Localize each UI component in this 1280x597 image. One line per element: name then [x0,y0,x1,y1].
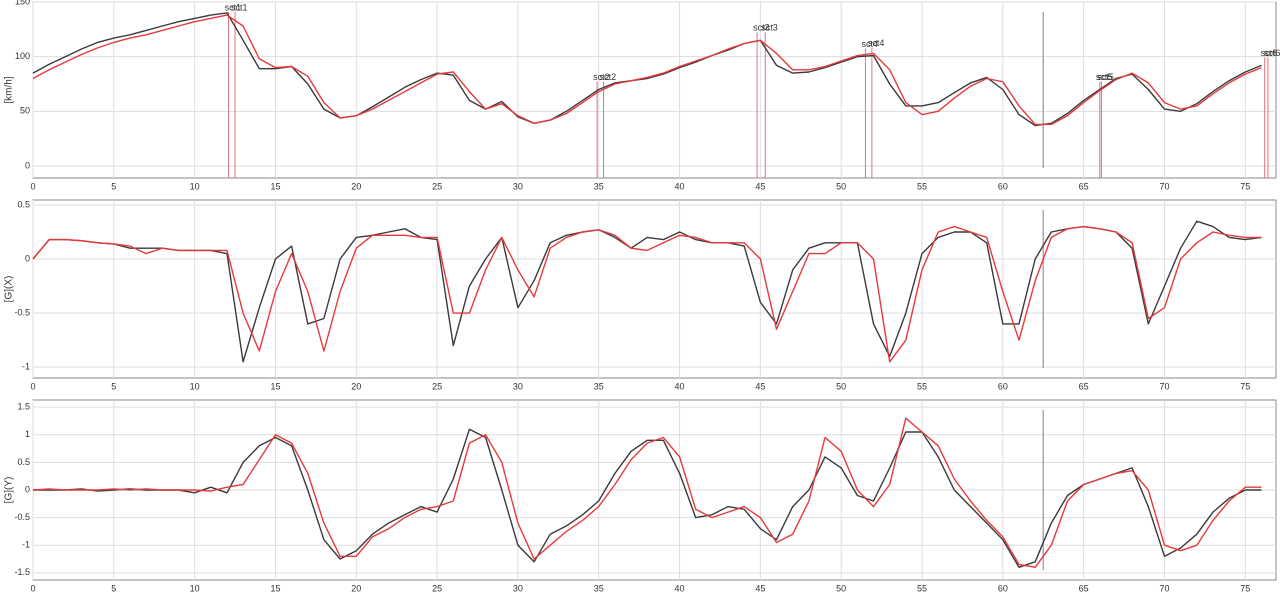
plot-area [32,1,1277,179]
x-tick-label: 70 [1159,381,1169,391]
chart-panel: 0 5 10 15 20 25 30 35 40 45 50 55 60 65 70 75-1.5-1-0.5… [4,399,1277,593]
x-tick-label: 50 [836,181,846,191]
y-tick-label: -0.5 [14,512,30,522]
marker-label: sct1 [225,2,242,12]
y-tick-label: -1 [22,540,30,550]
y-tick-label: 150 [15,0,30,6]
x-tick-label: 25 [432,181,442,191]
x-tick-label: 0 [30,583,35,593]
y-tick-label: 0 [25,160,30,170]
data-line [32,225,1262,363]
marker-label: sct3 [753,23,770,33]
x-tick-label: 75 [1240,381,1250,391]
x-tick-label: 25 [432,381,442,391]
x-tick-label: 60 [998,181,1008,191]
x-tick-label: 45 [755,181,765,191]
x-tick-label: 45 [755,583,765,593]
y-tick-label: 0.5 [17,199,30,209]
x-tick-label: 75 [1240,181,1250,191]
marker-label: sct6 [1264,48,1280,58]
x-tick-label: 20 [351,381,361,391]
x-tick-label: 35 [594,381,604,391]
x-tick-label: 20 [351,583,361,593]
x-tick-label: 40 [675,381,685,391]
x-tick-label: 40 [675,583,685,593]
x-tick-label: 25 [432,583,442,593]
y-tick-label: -0.5 [14,307,30,317]
x-tick-label: 10 [190,583,200,593]
y-axis-label: [G](X) [4,276,15,303]
data-line [32,417,1262,568]
x-tick-label: 15 [270,181,280,191]
x-tick-label: 75 [1240,583,1250,593]
y-axis-label: [km/h] [4,76,15,103]
marker-label: sct5 [1097,72,1114,82]
x-tick-label: 55 [917,381,927,391]
y-tick-label: 0 [25,484,30,494]
y-tick-label: 1 [25,429,30,439]
x-tick-label: 65 [1079,181,1089,191]
x-tick-label: 65 [1079,583,1089,593]
x-tick-label: 35 [594,583,604,593]
x-tick-label: 30 [513,583,523,593]
marker-label: sct6 [1261,48,1278,58]
x-tick-label: 45 [755,381,765,391]
x-tick-label: 55 [917,583,927,593]
x-tick-label: 40 [675,181,685,191]
data-line [32,12,1262,127]
y-tick-label: 50 [20,106,30,116]
x-tick-label: 15 [270,381,280,391]
y-tick-label: -1.5 [14,567,30,577]
plot-area [32,199,1277,379]
x-tick-label: 65 [1079,381,1089,391]
x-tick-label: 0 [30,181,35,191]
x-tick-label: 55 [917,181,927,191]
data-line [33,428,1262,568]
chart-panel: 0 5 10 15 20 25 30 35 40 45 50 55 60 65 70 75 -1 -0.5 0 0.5… [4,199,1277,391]
x-tick-label: 70 [1159,583,1169,593]
x-tick-label: 35 [594,181,604,191]
marker-label: sct4 [861,39,878,49]
x-tick-label: 5 [111,583,116,593]
x-tick-label: 50 [836,381,846,391]
chart-panel: 0 5 10 15 20 25 30 35 40 45 50 55 60 65 70 75 0 50 100 150 [… [4,0,1280,191]
y-tick-label: 0.5 [17,457,30,467]
marker-label: sct2 [600,72,617,82]
x-tick-label: 20 [351,181,361,191]
x-tick-label: 50 [836,583,846,593]
y-axis-label: [G](Y) [4,477,15,504]
x-tick-label: 70 [1159,181,1169,191]
x-tick-label: 5 [111,381,116,391]
marker-label: sct2 [593,72,610,82]
data-line [32,14,1262,126]
y-tick-label: 0 [25,253,30,263]
y-tick-label: 100 [15,51,30,61]
x-tick-label: 5 [111,181,116,191]
marker-label: sct3 [761,23,778,33]
x-tick-label: 0 [30,381,35,391]
marker-label: sct5 [1096,72,1113,82]
y-tick-label: -1 [22,362,30,372]
x-tick-label: 15 [270,583,280,593]
x-tick-label: 30 [513,381,523,391]
marker-label: sct1 [231,2,248,12]
x-tick-label: 10 [190,181,200,191]
marker-label: sct4 [868,38,885,48]
x-tick-label: 60 [998,381,1008,391]
x-tick-label: 10 [190,381,200,391]
y-tick-label: 1.5 [17,402,30,412]
data-line [32,220,1262,363]
x-tick-label: 60 [998,583,1008,593]
x-tick-label: 30 [513,181,523,191]
